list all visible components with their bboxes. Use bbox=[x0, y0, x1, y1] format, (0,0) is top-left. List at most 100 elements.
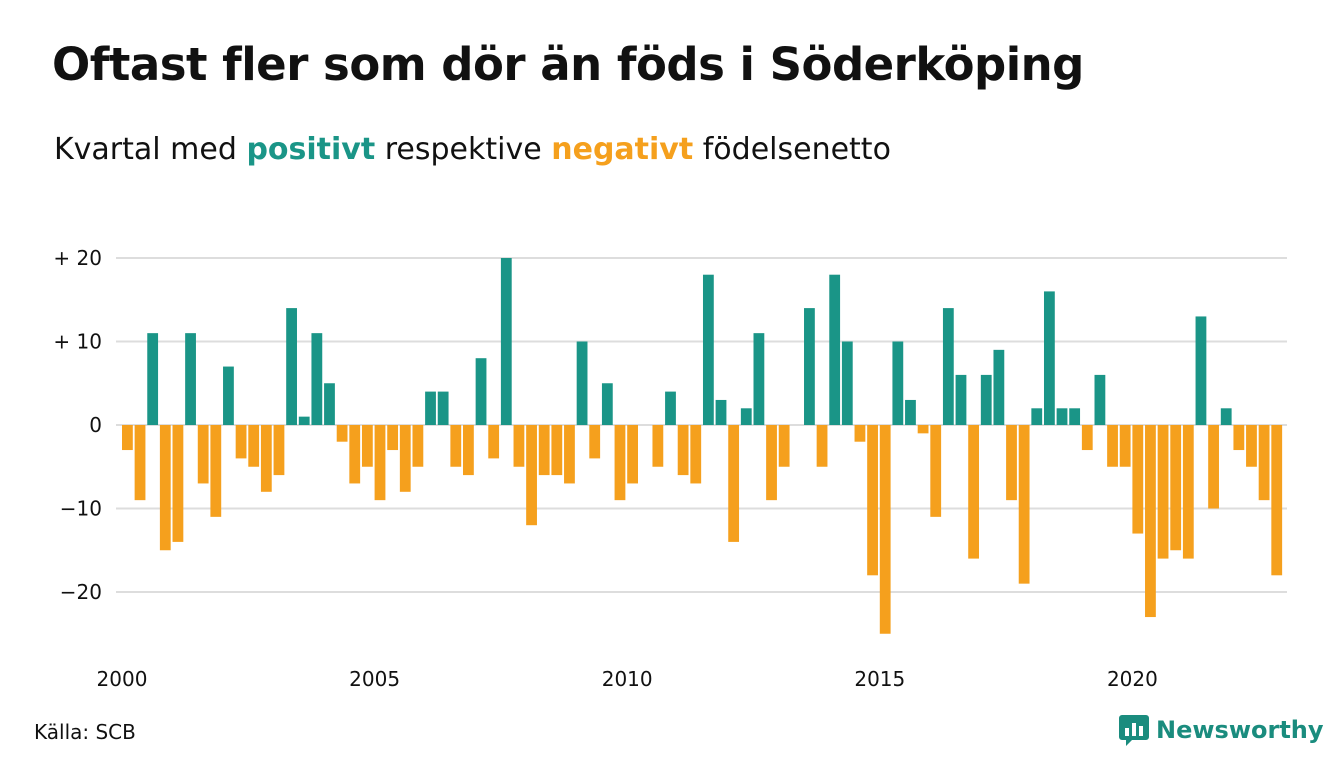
bar-positive bbox=[147, 333, 159, 425]
bar-negative bbox=[412, 425, 424, 467]
bar-negative bbox=[260, 425, 272, 492]
bar-negative bbox=[1258, 425, 1270, 501]
bar-positive bbox=[298, 416, 310, 425]
bar-negative bbox=[930, 425, 942, 517]
bar-negative bbox=[361, 425, 373, 467]
bar-positive bbox=[1069, 408, 1081, 425]
bar-negative bbox=[917, 425, 929, 434]
bar-negative bbox=[387, 425, 399, 451]
bar-positive bbox=[1094, 374, 1106, 425]
bar-negative bbox=[1119, 425, 1131, 467]
bar-positive bbox=[955, 374, 967, 425]
bar-negative bbox=[1182, 425, 1194, 559]
bar-negative bbox=[1233, 425, 1245, 451]
bar-negative bbox=[1107, 425, 1118, 467]
bar-negative bbox=[677, 425, 689, 476]
bar-negative bbox=[1170, 425, 1182, 551]
bar-negative bbox=[349, 425, 361, 484]
newsworthy-logo-text: Newsworthy bbox=[1156, 716, 1324, 744]
bar-negative bbox=[1145, 425, 1156, 618]
bar-positive bbox=[1043, 291, 1055, 425]
bar-negative bbox=[728, 425, 740, 542]
grid-lines bbox=[116, 257, 1287, 593]
bar-negative bbox=[159, 425, 171, 551]
x-tick-label: 2010 bbox=[602, 667, 653, 691]
y-tick-label: + 10 bbox=[53, 330, 102, 354]
bar-positive bbox=[942, 308, 954, 425]
bar-negative bbox=[463, 425, 474, 476]
bar-positive bbox=[185, 333, 196, 425]
bar-negative bbox=[513, 425, 525, 467]
chart-subtitle: Kvartal med positivt respektive negativt… bbox=[54, 132, 891, 167]
bar-negative bbox=[273, 425, 285, 476]
bar-positive bbox=[425, 391, 436, 425]
bar-negative bbox=[134, 425, 146, 501]
y-tick-label: + 20 bbox=[53, 246, 102, 270]
newsworthy-logo-icon bbox=[1119, 715, 1149, 746]
bar-negative bbox=[778, 425, 790, 467]
bar-positive bbox=[892, 341, 904, 425]
bar-negative bbox=[488, 425, 500, 459]
bar-negative bbox=[816, 425, 828, 467]
x-tick-label: 2005 bbox=[349, 667, 400, 691]
x-tick-label: 2020 bbox=[1107, 667, 1158, 691]
bar-negative bbox=[1208, 425, 1219, 509]
bar-negative bbox=[248, 425, 260, 467]
bar-negative bbox=[450, 425, 462, 467]
y-tick-label: 0 bbox=[89, 413, 102, 437]
bar-negative bbox=[197, 425, 209, 484]
bar-negative bbox=[1246, 425, 1257, 467]
bar-negative bbox=[210, 425, 222, 517]
x-axis-labels: 2000 2005 2010 2015 2020 bbox=[97, 667, 1158, 691]
x-tick-label: 2015 bbox=[854, 667, 905, 691]
bar-chart: + 20 + 10 0 −10 −20 2000 2005 2010 2015 2020 bbox=[53, 246, 1287, 691]
bar-positive bbox=[1220, 408, 1232, 425]
bar-negative bbox=[399, 425, 411, 492]
bar-positive bbox=[980, 374, 992, 425]
bar-negative bbox=[1081, 425, 1093, 451]
bar-negative bbox=[551, 425, 563, 476]
bar-negative bbox=[854, 425, 866, 442]
subtitle-middle: respektive bbox=[384, 132, 542, 167]
bar-positive bbox=[437, 391, 449, 425]
bar-negative bbox=[652, 425, 664, 467]
bar-negative bbox=[172, 425, 184, 542]
bar-negative bbox=[526, 425, 537, 526]
bar-negative bbox=[374, 425, 386, 501]
bar-negative bbox=[968, 425, 980, 559]
y-tick-label: −10 bbox=[60, 497, 102, 521]
bar-positive bbox=[601, 383, 613, 425]
bar-negative bbox=[627, 425, 638, 484]
bar-negative bbox=[235, 425, 247, 459]
bar-positive bbox=[804, 308, 815, 425]
bar-negative bbox=[614, 425, 626, 501]
bar-positive bbox=[841, 341, 853, 425]
bar-positive bbox=[702, 274, 714, 425]
bar-negative bbox=[589, 425, 601, 459]
bar-positive bbox=[715, 399, 727, 425]
subtitle-before: Kvartal med bbox=[54, 132, 237, 167]
bar-positive bbox=[993, 349, 1005, 425]
bar-positive bbox=[311, 333, 323, 425]
bar-positive bbox=[905, 399, 916, 425]
bar-negative bbox=[1018, 425, 1030, 584]
bar-positive bbox=[1031, 408, 1043, 425]
bar-negative bbox=[766, 425, 777, 501]
bar-negative bbox=[538, 425, 550, 476]
subtitle-positive: positivt bbox=[246, 132, 376, 167]
bar-negative bbox=[1271, 425, 1283, 576]
newsworthy-logo: Newsworthy bbox=[1118, 713, 1324, 747]
bar-negative bbox=[122, 425, 133, 451]
bar-negative bbox=[867, 425, 878, 576]
bar-positive bbox=[500, 258, 512, 425]
bar-positive bbox=[665, 391, 676, 425]
bar-negative bbox=[564, 425, 575, 484]
bar-positive bbox=[223, 366, 234, 425]
bars bbox=[122, 258, 1283, 634]
bar-positive bbox=[576, 341, 588, 425]
subtitle-negative: negativt bbox=[551, 132, 694, 167]
subtitle-after: födelsenetto bbox=[702, 132, 891, 167]
bar-negative bbox=[1157, 425, 1169, 559]
bar-positive bbox=[1195, 316, 1207, 425]
bar-negative bbox=[1132, 425, 1144, 534]
